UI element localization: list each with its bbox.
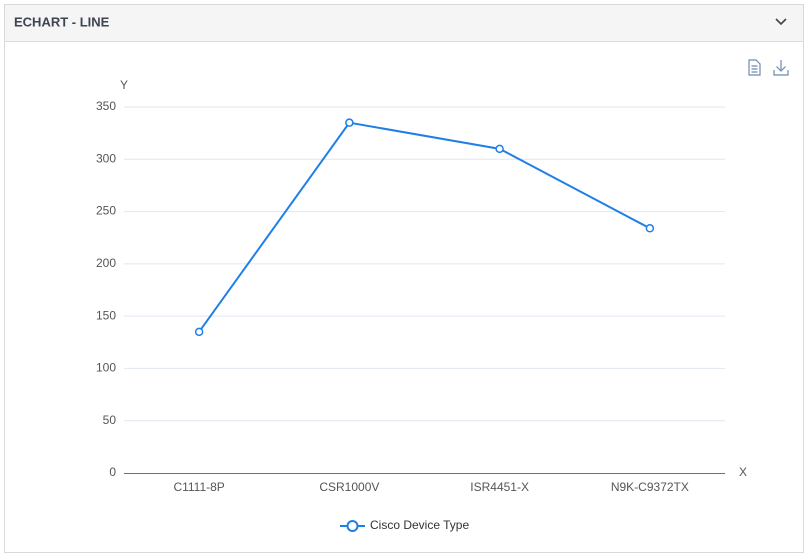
data-point	[345, 118, 354, 127]
x-axis-label: X	[739, 465, 747, 479]
y-tick-label: 0	[109, 465, 116, 479]
x-tick-label: CSR1000V	[319, 480, 379, 494]
panel-title: ECHART - LINE	[14, 14, 110, 29]
y-tick-label: 350	[96, 99, 116, 113]
x-tick-label: ISR4451-X	[470, 480, 529, 494]
y-tick-label: 50	[103, 413, 117, 427]
x-tick-label: C1111-8P	[173, 480, 224, 494]
y-tick-label: 150	[96, 308, 116, 322]
series-line	[198, 121, 651, 333]
legend-marker	[346, 520, 359, 532]
y-tick-label: 300	[96, 151, 116, 165]
panel-header	[5, 5, 803, 41]
x-tick-label: N9K-C9372TX	[611, 480, 689, 494]
data-point	[194, 327, 204, 337]
y-tick-label: 100	[96, 361, 116, 375]
data-view-button[interactable]	[748, 59, 761, 76]
y-axis-label: Y	[120, 78, 128, 92]
save-image-button[interactable]	[773, 60, 789, 76]
collapse-button[interactable]	[775, 18, 787, 26]
panel-frame	[4, 4, 804, 553]
legend-label: Cisco Device Type	[370, 518, 469, 532]
data-point	[495, 144, 504, 154]
y-tick-label: 200	[96, 256, 116, 270]
data-point	[645, 224, 655, 233]
y-tick-label: 250	[96, 204, 116, 218]
